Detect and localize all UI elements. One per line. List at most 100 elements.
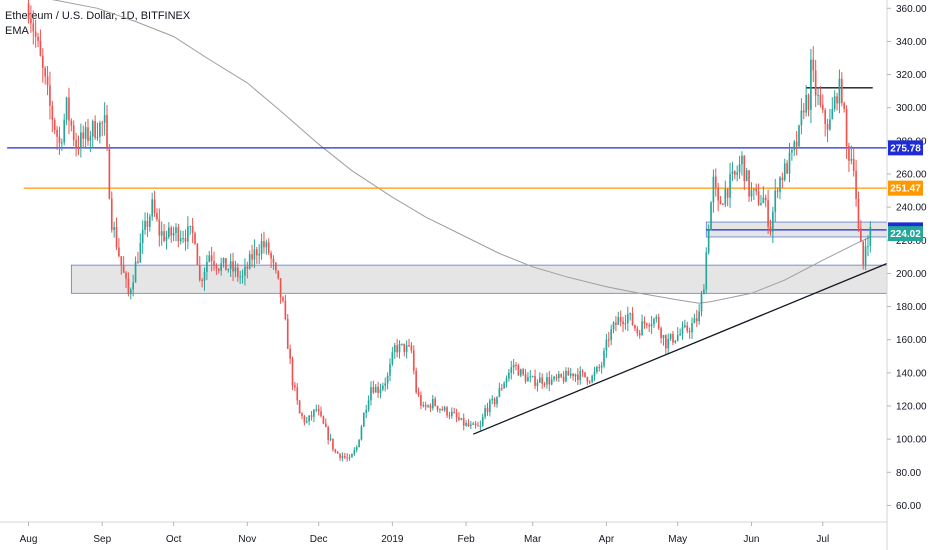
- candle-body: [655, 316, 658, 319]
- candle-body: [336, 451, 339, 454]
- candle-body: [527, 377, 529, 382]
- candle-body: [750, 189, 753, 197]
- candle-body: [519, 369, 522, 376]
- candle-body: [308, 415, 310, 422]
- candle-body: [132, 282, 135, 290]
- candle-body: [39, 40, 42, 56]
- candle-body: [353, 450, 356, 455]
- candle-body: [538, 377, 541, 383]
- candle-body: [726, 188, 729, 198]
- candle-body: [776, 190, 779, 192]
- candle-body: [653, 318, 655, 325]
- candle-body: [379, 389, 382, 393]
- price-tick-label: 80.00: [896, 468, 921, 479]
- candle-body: [626, 314, 629, 324]
- candle-body: [622, 321, 624, 325]
- candle-body: [738, 164, 741, 173]
- candle-body: [253, 249, 256, 260]
- candle-body: [772, 211, 774, 232]
- candle-body: [821, 104, 824, 111]
- candle-body: [422, 405, 425, 407]
- price-tag: [888, 180, 923, 196]
- ema-line: [51, 0, 871, 304]
- candle-body: [446, 407, 448, 416]
- candle-body: [700, 294, 703, 312]
- candle-body: [232, 261, 234, 272]
- candle-body: [598, 366, 601, 368]
- candle-body: [194, 233, 196, 244]
- candle-body: [798, 125, 800, 147]
- candle-body: [641, 321, 643, 336]
- candle-body: [546, 377, 548, 385]
- candle-body: [458, 417, 460, 420]
- candle-body: [503, 383, 505, 389]
- candle-body: [605, 339, 608, 351]
- candle-body: [565, 370, 567, 382]
- candle-body: [774, 190, 777, 212]
- candle-body: [802, 110, 805, 113]
- candle-body: [448, 415, 451, 417]
- candle-body: [182, 238, 184, 240]
- symbol-title: Ethereum / U.S. Dollar, 1D, BITFINEX: [5, 10, 191, 22]
- candle-body: [27, 3, 30, 19]
- candle-body: [367, 400, 370, 410]
- candle-body: [236, 267, 239, 277]
- candle-body: [282, 297, 284, 301]
- candle-body: [294, 385, 296, 388]
- support-zone-0: [70, 264, 888, 294]
- candle-body: [593, 372, 596, 377]
- time-tick-label: 2019: [381, 534, 404, 545]
- candle-body: [68, 97, 70, 121]
- candle-body: [208, 255, 211, 262]
- candle-body: [127, 278, 130, 294]
- candle-body: [743, 155, 746, 182]
- candle-body: [684, 325, 686, 327]
- candle-body: [541, 377, 544, 384]
- candle-body: [807, 94, 810, 110]
- candle-body: [731, 171, 734, 175]
- time-tick-label: Oct: [166, 534, 182, 545]
- candle-body: [489, 400, 491, 412]
- candle-body: [698, 311, 700, 322]
- candle-body: [301, 413, 303, 416]
- candle-body: [560, 374, 563, 377]
- candle-body: [450, 411, 453, 416]
- candle-body: [405, 345, 408, 352]
- candle-body: [867, 245, 869, 247]
- candle-body: [396, 345, 398, 353]
- candle-body: [800, 110, 803, 126]
- candle-body: [431, 398, 434, 409]
- time-tick-label: Sep: [93, 534, 111, 545]
- candle-body: [206, 261, 208, 272]
- candle-body: [286, 318, 289, 349]
- candle-body: [363, 412, 365, 427]
- candle-body: [553, 376, 555, 380]
- candle-body: [179, 238, 182, 242]
- candle-body: [795, 141, 798, 147]
- price-tick-label: 240.00: [896, 203, 927, 214]
- candle-body: [805, 94, 807, 113]
- candle-body: [365, 409, 368, 413]
- candle-body: [714, 176, 717, 188]
- candle-body: [103, 115, 106, 123]
- candle-body: [260, 241, 263, 254]
- candle-body: [317, 409, 320, 412]
- candle-body: [679, 333, 681, 336]
- candle-body: [617, 317, 620, 325]
- price-tick-label: 180.00: [896, 302, 927, 313]
- candle-body: [275, 263, 277, 271]
- candle-body: [558, 374, 560, 379]
- candle-body: [144, 220, 146, 230]
- candle-body: [638, 333, 641, 336]
- candle-body: [550, 379, 553, 385]
- candle-body: [812, 59, 815, 71]
- candle-body: [631, 313, 634, 326]
- candle-body: [401, 343, 403, 345]
- candle-body: [63, 119, 66, 143]
- candle-body: [429, 405, 432, 409]
- price-tick-label: 60.00: [896, 501, 921, 512]
- candle-body: [374, 386, 377, 393]
- candle-body: [453, 411, 456, 413]
- candle-body: [517, 365, 520, 376]
